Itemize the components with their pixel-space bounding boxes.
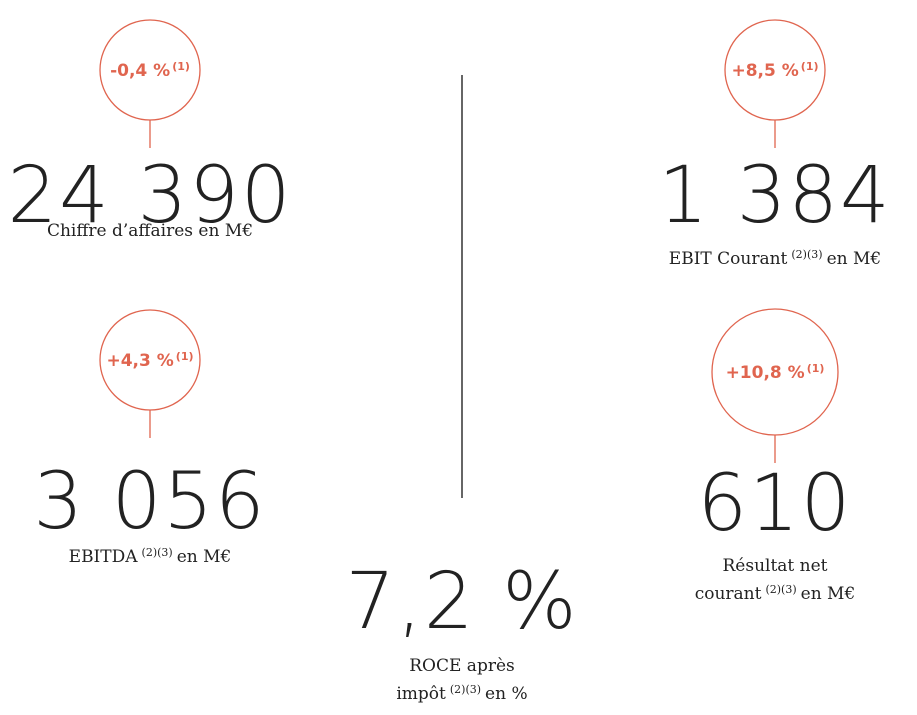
kpi-label: impôt (2)(3) en % xyxy=(396,683,527,704)
kpi-label: EBIT Courant (2)(3) en M€ xyxy=(669,248,881,269)
kpi-value: 24 390 xyxy=(8,151,293,241)
label-text: impôt xyxy=(396,684,446,704)
kpi-label: Résultat net xyxy=(722,556,827,576)
kpi-label: Chiffre d’affaires en M€ xyxy=(47,221,253,241)
label-text: EBITDA xyxy=(69,547,139,567)
kpi-value: 610 xyxy=(698,459,853,549)
label-text: Chiffre d’affaires en M€ xyxy=(47,221,253,241)
change-text: +4,3 % (1) xyxy=(106,350,193,371)
label-unit: en M€ xyxy=(827,249,882,269)
label-note: (2)(3) xyxy=(142,546,173,559)
label-note: (2)(3) xyxy=(450,683,481,696)
change-note: (1) xyxy=(176,350,194,363)
label-unit: en % xyxy=(485,684,528,704)
change-value: +8,5 % xyxy=(731,61,798,81)
change-note: (1) xyxy=(801,60,819,73)
kpi-value: 1 384 xyxy=(658,151,891,241)
label-note: (2)(3) xyxy=(765,583,796,596)
change-note: (1) xyxy=(807,362,825,375)
label-text: Résultat net xyxy=(722,556,827,576)
kpi-value: 3 056 xyxy=(33,457,266,547)
change-text: +10,8 % (1) xyxy=(726,362,825,383)
label-note: (2)(3) xyxy=(791,248,822,261)
label-text: ROCE après xyxy=(409,656,515,676)
kpi-value: 7,2 % xyxy=(346,557,579,647)
change-value: +4,3 % xyxy=(106,351,173,371)
change-note: (1) xyxy=(172,60,190,73)
label-text: courant xyxy=(695,584,762,604)
change-value: +10,8 % xyxy=(726,363,805,383)
kpi-label: courant (2)(3) en M€ xyxy=(695,583,856,604)
change-text: +8,5 % (1) xyxy=(731,60,818,81)
label-unit: en M€ xyxy=(177,547,232,567)
label-unit: en M€ xyxy=(801,584,856,604)
label-text: EBIT Courant xyxy=(669,249,788,269)
kpi-label: ROCE après xyxy=(409,656,515,676)
change-text: -0,4 % (1) xyxy=(110,60,190,81)
kpi-label: EBITDA (2)(3) en M€ xyxy=(69,546,232,567)
change-value: -0,4 % xyxy=(110,61,170,81)
